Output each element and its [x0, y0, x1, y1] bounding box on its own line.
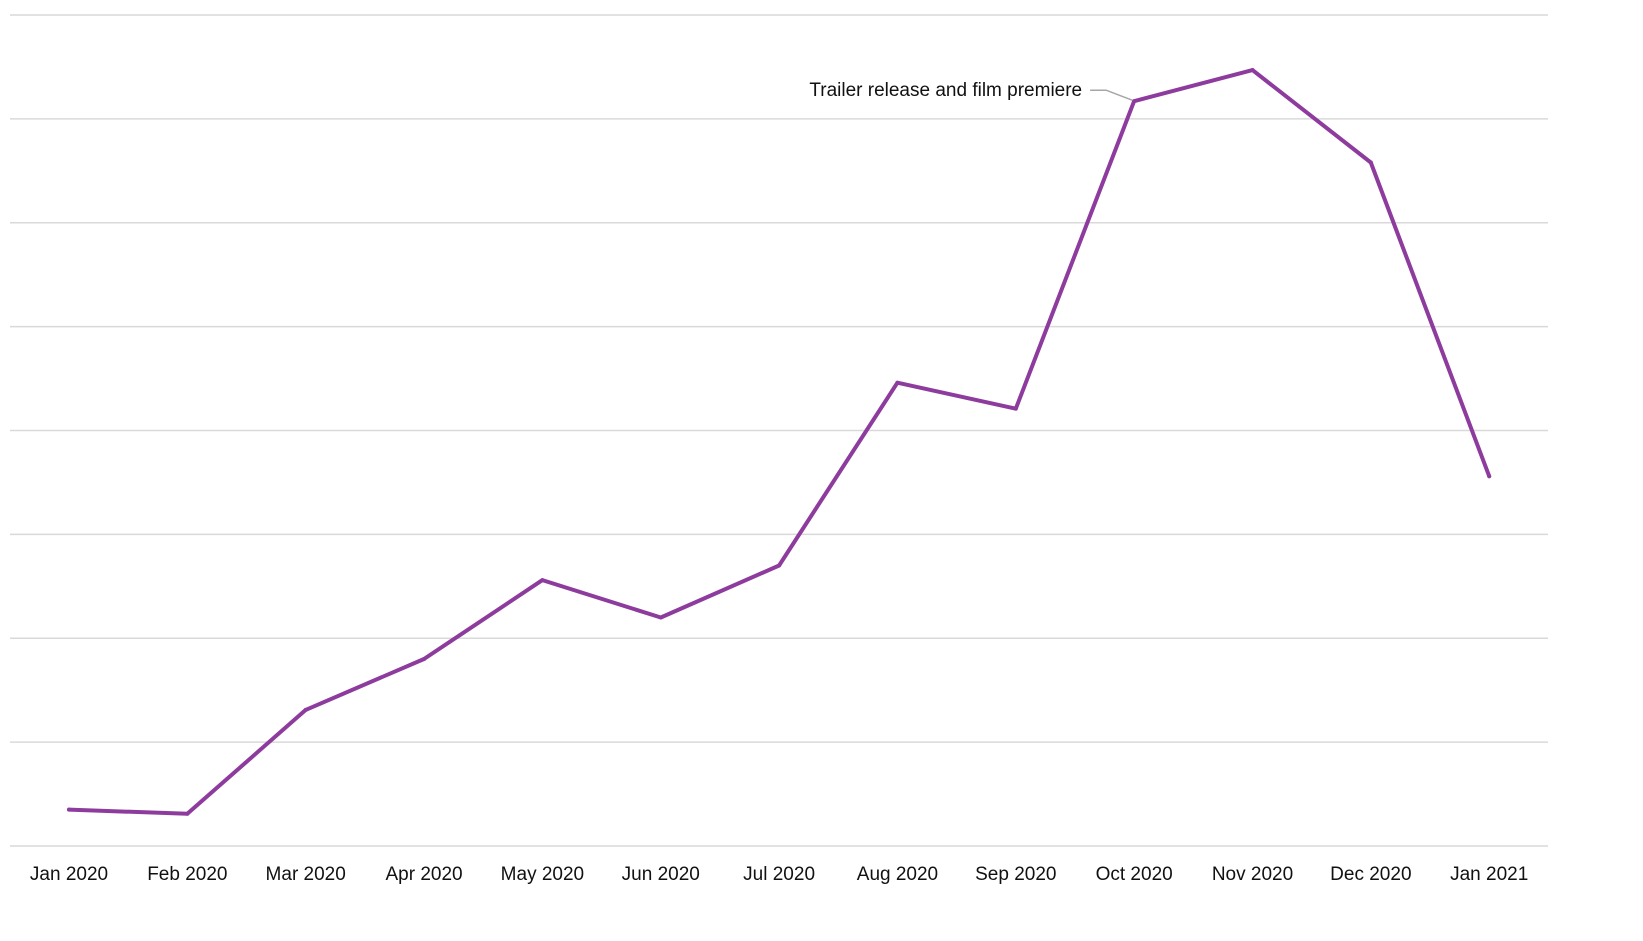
data-point: [658, 615, 663, 620]
x-tick-label: Sep 2020: [975, 864, 1056, 885]
data-point: [1250, 68, 1255, 73]
x-tick-label: Jul 2020: [743, 864, 815, 885]
annotation-label: Trailer release and film premiere: [809, 80, 1082, 101]
x-tick-label: Jun 2020: [622, 864, 700, 885]
data-point: [1368, 160, 1373, 165]
data-point: [777, 563, 782, 568]
x-tick-label: May 2020: [501, 864, 584, 885]
data-point: [1013, 406, 1018, 411]
data-point: [303, 707, 308, 712]
x-tick-label: Jan 2020: [30, 864, 108, 885]
x-tick-label: Feb 2020: [147, 864, 227, 885]
series-line: [67, 68, 1492, 816]
x-tick-label: Dec 2020: [1330, 864, 1411, 885]
series-layer: [67, 68, 1492, 816]
annotation-layer: Trailer release and film premiere: [809, 80, 1133, 101]
data-point: [540, 578, 545, 583]
data-point: [1487, 474, 1492, 479]
data-point: [422, 657, 427, 662]
x-tick-label: Apr 2020: [385, 864, 462, 885]
gridlines: [10, 14, 1548, 847]
data-point: [1132, 99, 1137, 104]
x-tick-label: Mar 2020: [266, 864, 346, 885]
x-axis-tick-labels: Jan 2020 Feb 2020 Mar 2020 Apr 2020 May 2020…: [30, 864, 1528, 885]
x-tick-label: Oct 2020: [1096, 864, 1173, 885]
x-tick-label: Jan 2021: [1450, 864, 1528, 885]
x-tick-label: Nov 2020: [1212, 864, 1293, 885]
data-point: [185, 811, 190, 816]
data-point: [67, 807, 71, 812]
data-point: [895, 380, 900, 385]
annotation-leader-line: [1090, 89, 1133, 101]
x-tick-label: Aug 2020: [857, 864, 938, 885]
